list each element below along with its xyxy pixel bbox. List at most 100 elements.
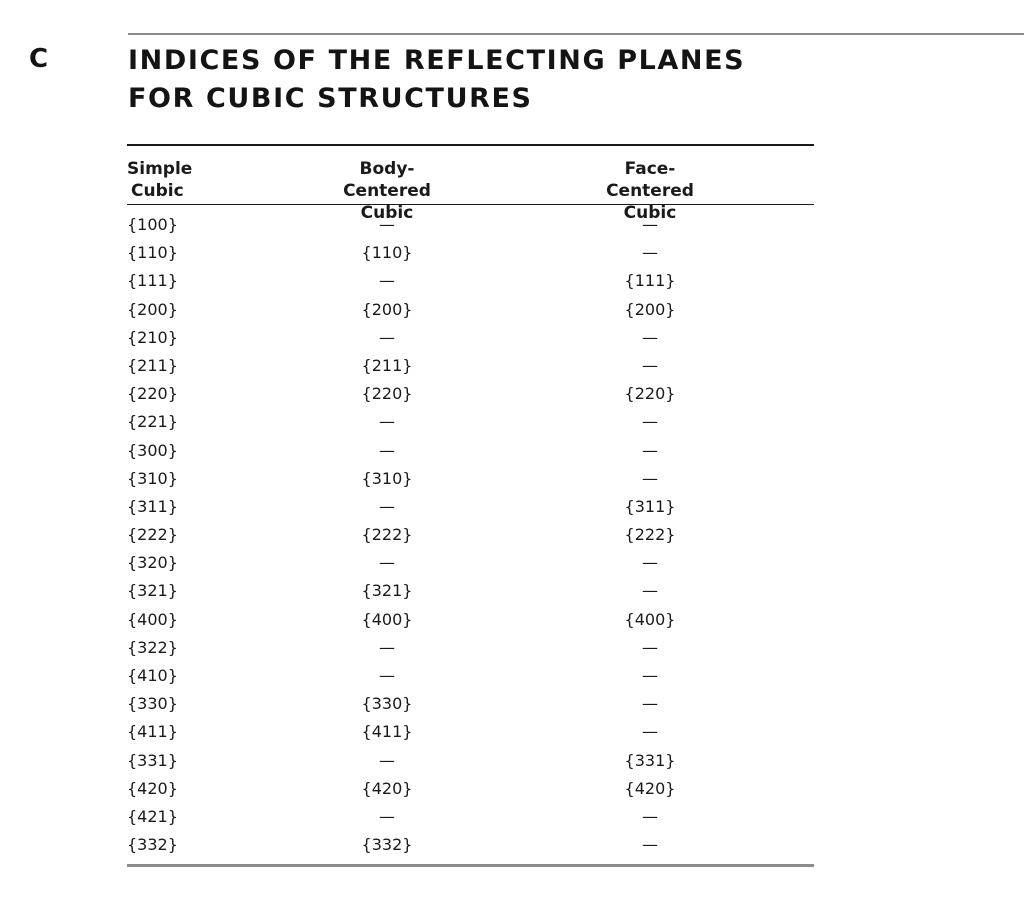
title-line-2: FOR CUBIC STRUCTURES (128, 83, 533, 114)
body-centered-cell: — (379, 327, 395, 347)
face-centered-cell: — (642, 412, 658, 432)
face-centered-cell: — (642, 581, 658, 601)
table-row: {332} {332} — (127, 831, 814, 859)
table-row: {211} {211} — (127, 352, 814, 380)
body-centered-cell: {321} (361, 581, 413, 601)
face-centered-cell: {200} (624, 299, 676, 319)
face-centered-cell: {311} (624, 496, 676, 516)
simple-cubic-cell: {420} (127, 778, 178, 798)
header-rule (127, 204, 814, 205)
body-centered-cell: {420} (361, 778, 413, 798)
table-row: {311} — {311} (127, 493, 814, 521)
header-body-centered-cubic: Body-Centered Cubic (343, 159, 431, 223)
title-line-1: INDICES OF THE REFLECTING PLANES (128, 45, 746, 76)
face-centered-cell: — (642, 806, 658, 826)
appendix-letter: C (29, 44, 50, 74)
table-row: {221} — — (127, 408, 814, 436)
body-centered-cell: {110} (361, 243, 413, 263)
simple-cubic-cell: {322} (127, 637, 178, 657)
table-row: {222} {222} {222} (127, 521, 814, 549)
body-centered-cell: — (379, 215, 395, 234)
table-row: {110} {110} — (127, 239, 814, 267)
simple-cubic-cell: {311} (127, 496, 178, 516)
body-centered-cell: — (379, 750, 395, 770)
header-face-centered-cubic: Face-Centered Cubic (606, 159, 694, 223)
table-row: {411} {411} — (127, 718, 814, 746)
table-top-rule (127, 144, 814, 146)
face-centered-cell: {111} (624, 271, 676, 291)
reflecting-planes-table: Simple Cubic Body-Centered Cubic Face-Ce… (127, 144, 814, 868)
face-centered-cell: — (642, 694, 658, 714)
face-centered-cell: — (642, 215, 658, 234)
simple-cubic-cell: {222} (127, 525, 178, 545)
body-centered-cell: {220} (361, 384, 413, 404)
simple-cubic-cell: {332} (127, 835, 178, 855)
face-centered-cell: — (642, 666, 658, 685)
face-centered-cell: — (642, 355, 658, 375)
table-row: {111} — {111} (127, 267, 814, 295)
table-row: {210} — — (127, 324, 814, 352)
body-centered-cell: {332} (361, 835, 413, 855)
top-rule (128, 33, 1024, 35)
simple-cubic-cell: {210} (127, 327, 178, 347)
table-row: {310} {310} — (127, 465, 814, 493)
body-centered-cell: — (379, 412, 395, 432)
table-row: {330} {330} — (127, 690, 814, 718)
body-centered-cell: {222} (361, 525, 413, 545)
header-simple-cubic: Simple Cubic (127, 159, 193, 201)
simple-cubic-cell: {300} (127, 440, 178, 460)
face-centered-cell: — (642, 327, 658, 347)
face-centered-cell: — (642, 440, 658, 460)
simple-cubic-cell: {410} (127, 666, 178, 685)
body-centered-cell: {200} (361, 299, 413, 319)
table-body: {100} — — {110} {110} — {111} — {111} {200} {200}{… (127, 205, 814, 864)
face-centered-cell: — (642, 835, 658, 855)
table-row: {421} — — (127, 803, 814, 831)
table-bottom-rule (127, 864, 814, 868)
table-row: {220} {220} {220} (127, 380, 814, 408)
face-centered-cell: — (642, 553, 658, 573)
simple-cubic-cell: {200} (127, 299, 178, 319)
face-centered-cell: — (642, 637, 658, 657)
simple-cubic-cell: {310} (127, 468, 178, 488)
face-centered-cell: {222} (624, 525, 676, 545)
table-header: Simple Cubic Body-Centered Cubic Face-Ce… (127, 146, 814, 223)
face-centered-cell: — (642, 243, 658, 263)
simple-cubic-cell: {400} (127, 609, 178, 629)
simple-cubic-cell: {220} (127, 384, 178, 404)
face-centered-cell: {331} (624, 750, 676, 770)
body-centered-cell: — (379, 806, 395, 826)
table-row: {322} — — (127, 634, 814, 662)
face-centered-cell: {400} (624, 609, 676, 629)
body-centered-cell: {330} (361, 694, 413, 714)
body-centered-cell: — (379, 271, 395, 291)
face-centered-cell: {420} (624, 778, 676, 798)
face-centered-cell: — (642, 468, 658, 488)
simple-cubic-cell: {330} (127, 694, 178, 714)
body-centered-cell: — (379, 637, 395, 657)
table-row: {400} {400} {400} (127, 606, 814, 634)
simple-cubic-cell: {211} (127, 355, 178, 375)
body-centered-cell: — (379, 440, 395, 460)
face-centered-cell: — (642, 722, 658, 742)
table-row: {100} — — (127, 211, 814, 239)
body-centered-cell: {411} (361, 722, 413, 742)
page-title: INDICES OF THE REFLECTING PLANES FOR CUB… (128, 42, 828, 118)
simple-cubic-cell: {331} (127, 750, 178, 770)
body-centered-cell: {310} (361, 468, 413, 488)
face-centered-cell: {220} (624, 384, 676, 404)
table-row: {410} — — (127, 662, 814, 690)
table-row: {321} {321} — (127, 577, 814, 605)
body-centered-cell: — (379, 553, 395, 573)
body-centered-cell: {400} (361, 609, 413, 629)
table-row: {200} {200} {200} (127, 296, 814, 324)
body-centered-cell: — (379, 666, 395, 685)
simple-cubic-cell: {100} (127, 215, 178, 234)
table-row: {300} — — (127, 437, 814, 465)
simple-cubic-cell: {111} (127, 271, 178, 291)
body-centered-cell: — (379, 496, 395, 516)
simple-cubic-cell: {421} (127, 806, 178, 826)
table-row: {331} — {331} (127, 747, 814, 775)
simple-cubic-cell: {320} (127, 553, 178, 573)
table-row: {420} {420} {420} (127, 775, 814, 803)
